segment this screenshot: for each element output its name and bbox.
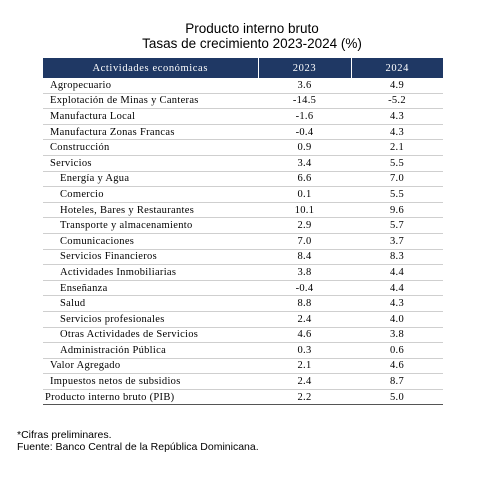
row-label: Hoteles, Bares y Restaurantes xyxy=(43,202,258,219)
value-2024: 9.6 xyxy=(351,202,443,219)
value-2024: 5.5 xyxy=(351,155,443,172)
value-2024: 5.7 xyxy=(351,217,443,234)
table-title: Producto interno bruto xyxy=(185,21,319,36)
value-2023: 6.6 xyxy=(258,171,351,188)
value-2023: 0.3 xyxy=(258,342,351,359)
value-2024: 4.4 xyxy=(351,264,443,281)
table-row: Impuestos netos de subsidios 2.4 8.7 xyxy=(43,373,443,390)
value-2024: 4.0 xyxy=(351,311,443,328)
value-2024: 8.3 xyxy=(351,249,443,266)
value-2023: 2.4 xyxy=(258,373,351,390)
table-row: Administración Pública 0.3 0.6 xyxy=(43,342,443,359)
value-2024: 4.3 xyxy=(351,108,443,125)
value-2024: -5.2 xyxy=(351,93,443,110)
value-2024: 4.6 xyxy=(351,358,443,375)
table-row: Comunicaciones 7.0 3.7 xyxy=(43,233,443,250)
header-row: Actividades económicas 2023 2024 xyxy=(43,58,443,78)
value-2023: 3.4 xyxy=(258,155,351,172)
value-2024: 4.3 xyxy=(351,295,443,312)
table-row: Otras Actividades de Servicios 4.6 3.8 xyxy=(43,327,443,344)
value-2023: -0.4 xyxy=(258,124,351,141)
value-2024: 4.9 xyxy=(351,78,443,94)
value-2024: 5.5 xyxy=(351,186,443,203)
table-row: Producto interno bruto (PIB) 2.2 5.0 xyxy=(43,388,443,406)
value-2023: 8.4 xyxy=(258,249,351,266)
table-row: Energía y Agua 6.6 7.0 xyxy=(43,171,443,188)
value-2024: 7.0 xyxy=(351,171,443,188)
row-label: Actividades Inmobiliarias xyxy=(43,264,258,281)
value-2023: 3.8 xyxy=(258,264,351,281)
row-label: Administración Pública xyxy=(43,342,258,359)
value-2023: -1.6 xyxy=(258,108,351,125)
growth-table: Actividades económicas 2023 2024 Agropec… xyxy=(43,58,443,406)
value-2024: 8.7 xyxy=(351,373,443,390)
value-2024: 3.7 xyxy=(351,233,443,250)
table-subtitle: Tasas de crecimiento 2023-2024 (%) xyxy=(142,36,362,51)
value-2023: 2.4 xyxy=(258,311,351,328)
row-label: Valor Agregado xyxy=(43,358,258,375)
value-2023: 0.9 xyxy=(258,139,351,156)
footnote-source: Fuente: Banco Central de la República Do… xyxy=(17,441,259,453)
row-label: Otras Actividades de Servicios xyxy=(43,327,258,344)
table-row: Enseñanza -0.4 4.4 xyxy=(43,280,443,297)
value-2023: 2.1 xyxy=(258,358,351,375)
table-row: Servicios Financieros 8.4 8.3 xyxy=(43,249,443,266)
table-row: Servicios 3.4 5.5 xyxy=(43,155,443,172)
header-2024: 2024 xyxy=(351,58,443,78)
value-2024: 2.1 xyxy=(351,139,443,156)
header-activity: Actividades económicas xyxy=(43,58,258,78)
value-2023: -0.4 xyxy=(258,280,351,297)
row-label: Agropecuario xyxy=(43,78,258,94)
value-2024: 0.6 xyxy=(351,342,443,359)
value-2024: 5.0 xyxy=(351,388,443,406)
footnote-preliminary: *Cifras preliminares. xyxy=(17,429,112,441)
table-row: Servicios profesionales 2.4 4.0 xyxy=(43,311,443,328)
table-row: Transporte y almacenamiento 2.9 5.7 xyxy=(43,217,443,234)
value-2023: 3.6 xyxy=(258,78,351,94)
value-2023: 4.6 xyxy=(258,327,351,344)
row-label: Transporte y almacenamiento xyxy=(43,217,258,234)
table-row: Explotación de Minas y Canteras -14.5 -5.2 xyxy=(43,93,443,110)
row-label: Explotación de Minas y Canteras xyxy=(43,93,258,110)
row-label: Construcción xyxy=(43,139,258,156)
table-row: Actividades Inmobiliarias 3.8 4.4 xyxy=(43,264,443,281)
value-2023: 8.8 xyxy=(258,295,351,312)
table-row: Construcción 0.9 2.1 xyxy=(43,139,443,156)
row-label: Salud xyxy=(43,295,258,312)
header-2023: 2023 xyxy=(257,58,352,78)
value-2024: 4.3 xyxy=(351,124,443,141)
row-label: Servicios Financieros xyxy=(43,249,258,266)
value-2023: 0.1 xyxy=(258,186,351,203)
row-label: Impuestos netos de subsidios xyxy=(43,373,258,390)
value-2024: 4.4 xyxy=(351,280,443,297)
row-label: Producto interno bruto (PIB) xyxy=(43,388,258,406)
row-label: Servicios xyxy=(43,155,258,172)
table-row: Salud 8.8 4.3 xyxy=(43,295,443,312)
table-row: Comercio 0.1 5.5 xyxy=(43,186,443,203)
row-label: Manufactura Zonas Francas xyxy=(43,124,258,141)
table-row: Manufactura Local -1.6 4.3 xyxy=(43,108,443,125)
value-2023: -14.5 xyxy=(258,93,351,110)
row-label: Energía y Agua xyxy=(43,171,258,188)
table-row: Manufactura Zonas Francas -0.4 4.3 xyxy=(43,124,443,141)
value-2023: 10.1 xyxy=(258,202,351,219)
row-label: Enseñanza xyxy=(43,280,258,297)
table-row: Agropecuario 3.6 4.9 xyxy=(43,78,443,94)
table-row: Hoteles, Bares y Restaurantes 10.1 9.6 xyxy=(43,202,443,219)
value-2023: 2.2 xyxy=(258,388,351,406)
value-2023: 7.0 xyxy=(258,233,351,250)
row-label: Comercio xyxy=(43,186,258,203)
table-row: Valor Agregado 2.1 4.6 xyxy=(43,358,443,375)
value-2023: 2.9 xyxy=(258,217,351,234)
value-2024: 3.8 xyxy=(351,327,443,344)
row-label: Comunicaciones xyxy=(43,233,258,250)
row-label: Manufactura Local xyxy=(43,108,258,125)
row-label: Servicios profesionales xyxy=(43,311,258,328)
